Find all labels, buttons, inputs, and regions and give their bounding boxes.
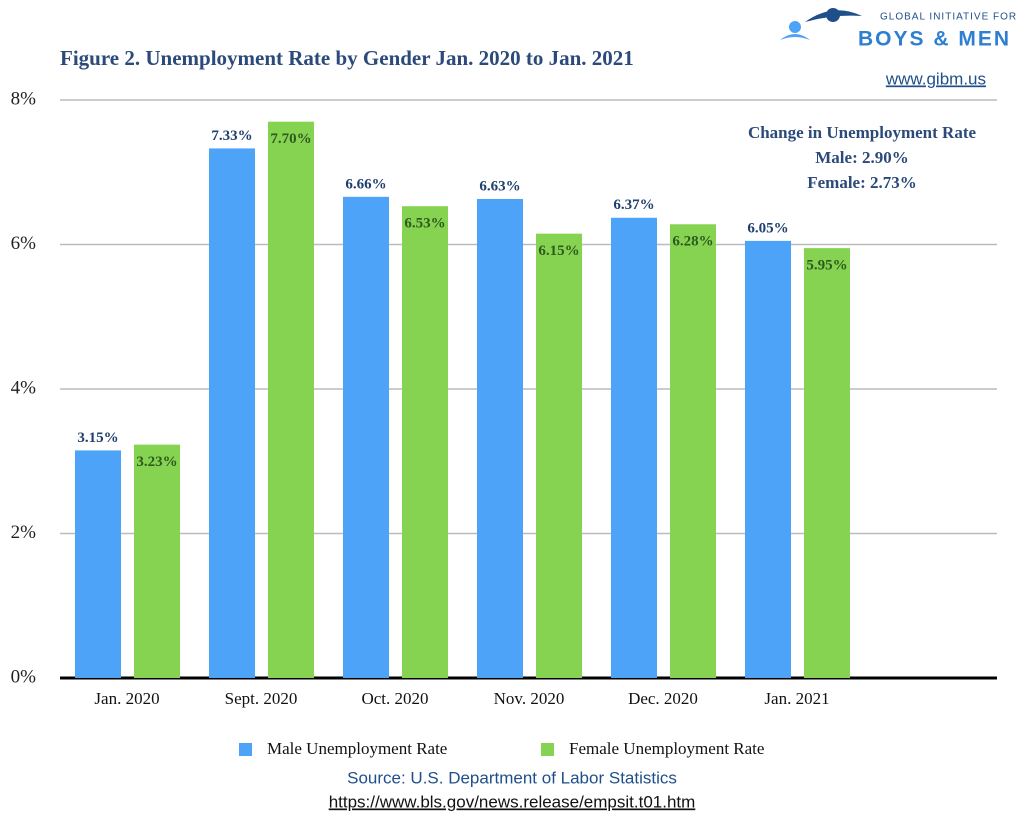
bar: [75, 450, 121, 678]
bar: [477, 198, 523, 679]
source: Source: U.S. Department of Labor Statist…: [347, 768, 677, 787]
bar: [134, 444, 180, 678]
logo: GLOBAL INITIATIVE FOR BOYS & MEN www.gib…: [780, 8, 1017, 88]
value-label: 6.66%: [345, 176, 386, 192]
y-tick-label: 4%: [11, 377, 37, 398]
bar: [804, 248, 850, 679]
legend-swatch: [239, 743, 252, 756]
value-label: 7.70%: [270, 131, 311, 147]
value-label: 3.15%: [77, 430, 118, 446]
value-label: 5.95%: [806, 258, 847, 274]
logo-icon: [789, 21, 801, 33]
bar: [268, 121, 314, 679]
x-tick-label: Sept. 2020: [225, 689, 298, 708]
annotation: Change in Unemployment Rate: [748, 123, 977, 142]
source-url: https://www.bls.gov/news.release/empsit.…: [329, 792, 696, 811]
y-tick-label: 6%: [11, 233, 37, 254]
x-tick-label: Oct. 2020: [361, 689, 428, 708]
logo-text: GLOBAL INITIATIVE FOR: [880, 12, 1017, 23]
bar: [402, 206, 448, 678]
bar: [611, 217, 657, 678]
value-label: 6.15%: [538, 243, 579, 259]
annotation: Female: 2.73%: [807, 173, 917, 192]
y-tick-label: 8%: [11, 88, 37, 109]
value-label: 6.53%: [404, 216, 445, 232]
legend-label: Male Unemployment Rate: [267, 739, 447, 758]
legend-label: Female Unemployment Rate: [569, 739, 764, 758]
value-label: 6.28%: [672, 234, 713, 250]
value-label: 6.63%: [479, 178, 520, 194]
bar: [745, 240, 791, 678]
x-tick-label: Dec. 2020: [628, 689, 698, 708]
x-tick-label: Jan. 2021: [764, 689, 829, 708]
value-label: 6.05%: [747, 220, 788, 236]
logo-url: www.gibm.us: [885, 69, 986, 88]
logo-icon: [780, 34, 810, 40]
annotation: Male: 2.90%: [815, 148, 908, 167]
bar: [536, 233, 582, 678]
x-tick-label: Jan. 2020: [94, 689, 159, 708]
x-tick-label: Nov. 2020: [494, 689, 565, 708]
bar: [343, 196, 389, 678]
y-tick-label: 0%: [11, 666, 37, 687]
bar: [670, 224, 716, 678]
bar: [209, 148, 255, 679]
value-label: 3.23%: [136, 454, 177, 470]
logo-text: BOYS & MEN: [858, 28, 1011, 51]
value-label: 6.37%: [613, 197, 654, 213]
value-label: 7.33%: [211, 128, 252, 144]
chart-title: Figure 2. Unemployment Rate by Gender Ja…: [60, 46, 634, 70]
y-tick-label: 2%: [11, 522, 37, 543]
legend-swatch: [541, 743, 554, 756]
logo-icon: [805, 10, 862, 22]
